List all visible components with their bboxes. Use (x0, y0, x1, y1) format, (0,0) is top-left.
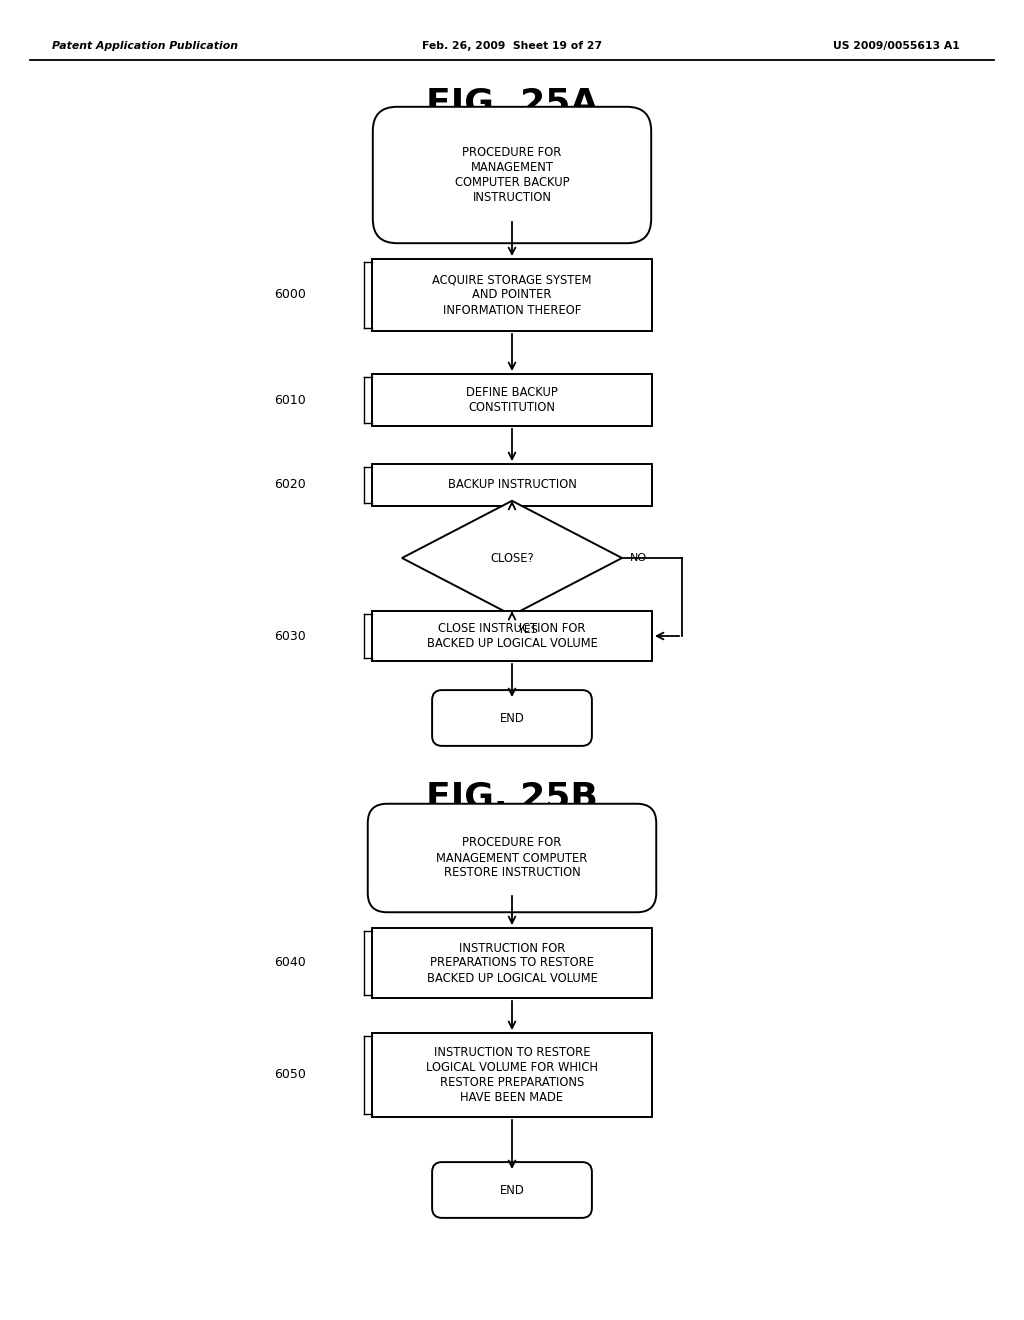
FancyBboxPatch shape (373, 107, 651, 243)
Bar (372, 1034, 652, 1117)
Text: 6000: 6000 (274, 289, 306, 301)
Text: PROCEDURE FOR
MANAGEMENT
COMPUTER BACKUP
INSTRUCTION: PROCEDURE FOR MANAGEMENT COMPUTER BACKUP… (455, 147, 569, 205)
Text: 6030: 6030 (274, 630, 306, 643)
Bar (372, 374, 652, 426)
Text: YES: YES (518, 626, 539, 635)
Polygon shape (402, 500, 622, 615)
Text: CLOSE?: CLOSE? (490, 552, 534, 565)
Text: 6020: 6020 (274, 479, 306, 491)
Text: Patent Application Publication: Patent Application Publication (52, 41, 238, 51)
Bar (372, 611, 652, 661)
Bar (372, 928, 652, 998)
Bar (372, 465, 652, 506)
Text: ACQUIRE STORAGE SYSTEM
AND POINTER
INFORMATION THEREOF: ACQUIRE STORAGE SYSTEM AND POINTER INFOR… (432, 273, 592, 317)
Text: END: END (500, 1184, 524, 1196)
Text: INSTRUCTION TO RESTORE
LOGICAL VOLUME FOR WHICH
RESTORE PREPARATIONS
HAVE BEEN M: INSTRUCTION TO RESTORE LOGICAL VOLUME FO… (426, 1045, 598, 1104)
FancyBboxPatch shape (368, 804, 656, 912)
Text: 6010: 6010 (274, 393, 306, 407)
Text: CLOSE INSTRUCTION FOR
BACKED UP LOGICAL VOLUME: CLOSE INSTRUCTION FOR BACKED UP LOGICAL … (427, 622, 597, 649)
Text: 6040: 6040 (274, 957, 306, 969)
Text: FIG. 25A: FIG. 25A (426, 86, 598, 120)
FancyBboxPatch shape (432, 1162, 592, 1218)
Text: FIG. 25B: FIG. 25B (426, 781, 598, 814)
Text: 6050: 6050 (274, 1068, 306, 1081)
Bar (372, 259, 652, 331)
Text: BACKUP INSTRUCTION: BACKUP INSTRUCTION (447, 479, 577, 491)
FancyBboxPatch shape (432, 690, 592, 746)
Text: Feb. 26, 2009  Sheet 19 of 27: Feb. 26, 2009 Sheet 19 of 27 (422, 41, 602, 51)
Text: END: END (500, 711, 524, 725)
Text: INSTRUCTION FOR
PREPARATIONS TO RESTORE
BACKED UP LOGICAL VOLUME: INSTRUCTION FOR PREPARATIONS TO RESTORE … (427, 941, 597, 985)
Text: NO: NO (630, 553, 647, 564)
Text: PROCEDURE FOR
MANAGEMENT COMPUTER
RESTORE INSTRUCTION: PROCEDURE FOR MANAGEMENT COMPUTER RESTOR… (436, 837, 588, 879)
Text: US 2009/0055613 A1: US 2009/0055613 A1 (834, 41, 961, 51)
Text: DEFINE BACKUP
CONSTITUTION: DEFINE BACKUP CONSTITUTION (466, 385, 558, 414)
